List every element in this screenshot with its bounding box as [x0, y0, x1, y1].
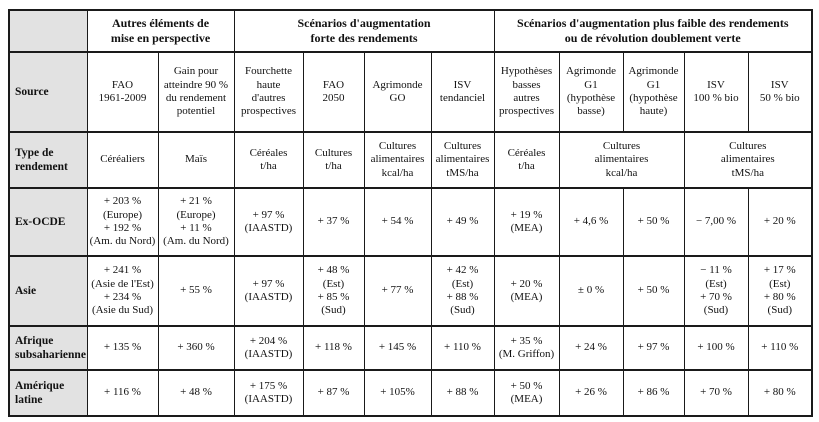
yield-scenarios-table: Autres éléments de mise en perspective S… [8, 9, 814, 417]
data-row-ex-ocde: Ex-OCDE + 203 % (Europe) + 192 % (Am. du… [8, 187, 813, 257]
data-cell: + 50 % [622, 255, 685, 327]
yield-type-cell: Cultures alimentaires kcal/ha [558, 131, 685, 189]
data-cell: + 360 % [157, 325, 235, 371]
data-cell: + 50 % (MEA) [493, 369, 560, 417]
corner-cell [8, 9, 88, 53]
data-cell: + 55 % [157, 255, 235, 327]
data-cell: + 86 % [622, 369, 685, 417]
group-header-perspective: Autres éléments de mise en perspective [86, 9, 235, 53]
data-cell: + 145 % [363, 325, 432, 371]
data-cell: + 118 % [302, 325, 365, 371]
group-header-row: Autres éléments de mise en perspective S… [8, 9, 813, 53]
data-cell: + 87 % [302, 369, 365, 417]
source-cell: Hypothèses basses autres prospectives [493, 51, 560, 133]
row-header-afrique: Afrique subsaharienne [8, 325, 88, 371]
data-cell: + 37 % [302, 187, 365, 257]
row-header-asie: Asie [8, 255, 88, 327]
yield-type-cell: Céréaliers [86, 131, 159, 189]
data-row-afrique: Afrique subsaharienne + 135 % + 360 % + … [8, 325, 813, 371]
data-cell: ± 0 % [558, 255, 624, 327]
row-header-source: Source [8, 51, 88, 133]
data-cell: + 97 % (IAASTD) [233, 255, 304, 327]
data-cell: + 80 % [747, 369, 813, 417]
data-cell: + 97 % (IAASTD) [233, 187, 304, 257]
data-cell: + 48 % (Est) + 85 % (Sud) [302, 255, 365, 327]
group-header-strong-increase: Scénarios d'augmentation forte des rende… [233, 9, 495, 53]
data-cell: + 35 % (M. Griffon) [493, 325, 560, 371]
data-cell: + 88 % [430, 369, 495, 417]
data-cell: + 110 % [430, 325, 495, 371]
data-cell: + 26 % [558, 369, 624, 417]
data-cell: + 110 % [747, 325, 813, 371]
yield-type-cell: Cultures alimentaires tMS/ha [430, 131, 495, 189]
data-cell: + 175 % (IAASTD) [233, 369, 304, 417]
source-row: Source FAO 1961-2009 Gain pour atteindre… [8, 51, 813, 133]
source-cell: Agrimonde G1 (hypothèse haute) [622, 51, 685, 133]
data-cell: + 49 % [430, 187, 495, 257]
row-header-yield-type: Type de rendement [8, 131, 88, 189]
data-cell: − 7,00 % [683, 187, 749, 257]
source-cell: ISV tendanciel [430, 51, 495, 133]
data-cell: + 204 % (IAASTD) [233, 325, 304, 371]
data-cell: + 21 % (Europe) + 11 % (Am. du Nord) [157, 187, 235, 257]
source-cell: Agrimonde G1 (hypothèse basse) [558, 51, 624, 133]
data-cell: + 116 % [86, 369, 159, 417]
data-cell: + 4,6 % [558, 187, 624, 257]
yield-type-row: Type de rendement Céréaliers Maïs Céréal… [8, 131, 813, 189]
yield-type-cell: Céréales t/ha [233, 131, 304, 189]
data-cell: − 11 % (Est) + 70 % (Sud) [683, 255, 749, 327]
data-row-asie: Asie + 241 % (Asie de l'Est) + 234 % (As… [8, 255, 813, 327]
data-cell: + 50 % [622, 187, 685, 257]
data-cell: + 70 % [683, 369, 749, 417]
source-cell: Gain pour atteindre 90 % du rendement po… [157, 51, 235, 133]
row-header-amerique-latine: Amérique latine [8, 369, 88, 417]
data-cell: + 20 % (MEA) [493, 255, 560, 327]
yield-type-cell: Cultures alimentaires kcal/ha [363, 131, 432, 189]
data-cell: + 105% [363, 369, 432, 417]
yield-type-cell: Maïs [157, 131, 235, 189]
group-header-weak-increase: Scénarios d'augmentation plus faible des… [493, 9, 813, 53]
source-cell: ISV 100 % bio [683, 51, 749, 133]
yield-type-cell: Cultures t/ha [302, 131, 365, 189]
data-cell: + 203 % (Europe) + 192 % (Am. du Nord) [86, 187, 159, 257]
yield-type-cell: Cultures alimentaires tMS/ha [683, 131, 813, 189]
data-cell: + 100 % [683, 325, 749, 371]
data-cell: + 42 % (Est) + 88 % (Sud) [430, 255, 495, 327]
source-cell: Fourchette haute d'autres prospectives [233, 51, 304, 133]
source-cell: ISV 50 % bio [747, 51, 813, 133]
data-cell: + 97 % [622, 325, 685, 371]
data-cell: + 77 % [363, 255, 432, 327]
source-cell: FAO 2050 [302, 51, 365, 133]
source-cell: Agrimonde GO [363, 51, 432, 133]
data-cell: + 19 % (MEA) [493, 187, 560, 257]
row-header-ex-ocde: Ex-OCDE [8, 187, 88, 257]
data-cell: + 135 % [86, 325, 159, 371]
data-cell: + 54 % [363, 187, 432, 257]
data-cell: + 241 % (Asie de l'Est) + 234 % (Asie du… [86, 255, 159, 327]
data-cell: + 20 % [747, 187, 813, 257]
data-cell: + 24 % [558, 325, 624, 371]
data-cell: + 48 % [157, 369, 235, 417]
yield-type-cell: Céréales t/ha [493, 131, 560, 189]
data-cell: + 17 % (Est) + 80 % (Sud) [747, 255, 813, 327]
source-cell: FAO 1961-2009 [86, 51, 159, 133]
data-row-amerique-latine: Amérique latine + 116 % + 48 % + 175 % (… [8, 369, 813, 417]
